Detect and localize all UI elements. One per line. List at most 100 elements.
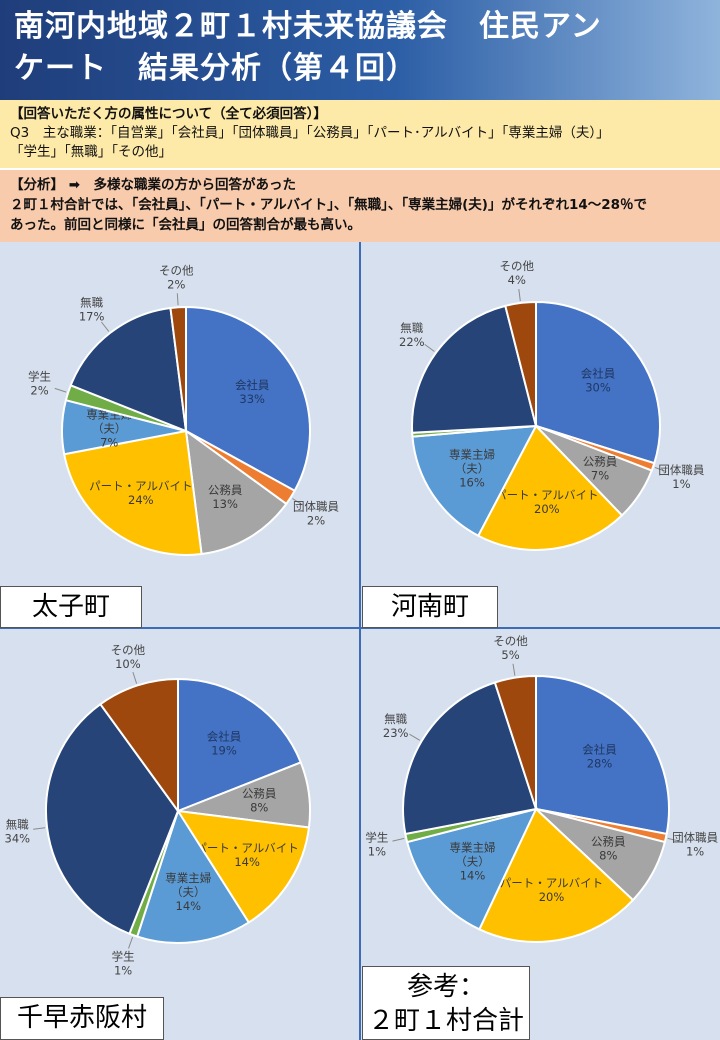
slice-label-0-4-1: （夫） bbox=[92, 422, 127, 436]
question-heading: 【回答いただく方の属性について（全て必須回答）】 bbox=[10, 106, 327, 122]
slice-label-0-7-1: 2% bbox=[167, 277, 185, 291]
pie-charts: 会社員33%団体職員2%公務員13%パート・アルバイト24%専業主婦（夫）7%学… bbox=[5, 259, 719, 977]
slice-label-0-5-0: 学生 bbox=[28, 369, 51, 383]
slice-label-3-7-1: 5% bbox=[501, 648, 519, 662]
analysis-box: 【分析】 ➡ 多様な職業の方から回答があった ２町１村合計では、「会社員」、「パ… bbox=[0, 170, 720, 242]
leader-line-2-5 bbox=[33, 827, 46, 830]
slice-label-1-4-1: （夫） bbox=[455, 462, 490, 476]
analysis-line2: あった。前回と同様に「会社員」の回答割合が最も高い。 bbox=[10, 217, 361, 233]
slice-label-0-7-0: その他 bbox=[159, 263, 194, 277]
pie-slice-3-6 bbox=[402, 681, 538, 836]
pie-slice-2-0 bbox=[177, 677, 303, 813]
slice-label-3-5-0: 学生 bbox=[365, 831, 388, 845]
panel-label-taishi: 太子町 bbox=[0, 586, 142, 628]
slice-label-0-0-0: 会社員 bbox=[235, 378, 270, 392]
slice-label-3-4-1: （夫） bbox=[455, 855, 490, 869]
leader-line-3-6 bbox=[409, 733, 421, 741]
pie-slice-0-6 bbox=[69, 306, 188, 433]
slice-label-2-3-0: 専業主婦 bbox=[165, 871, 211, 885]
panel-label-total-line1: 参考： bbox=[406, 972, 485, 1002]
panel-label-kanan: 河南町 bbox=[362, 586, 498, 628]
slice-label-3-2-1: 8% bbox=[599, 849, 617, 863]
page-title-line1: 南河内地域２町１村未来協議会 住民アン bbox=[14, 9, 602, 44]
slice-label-2-2-0: パート・アルバイト bbox=[195, 841, 298, 855]
leader-line-1-6 bbox=[424, 343, 435, 352]
slice-label-0-3-1: 24% bbox=[128, 493, 154, 507]
slice-label-3-3-0: パート・アルバイト bbox=[500, 876, 603, 890]
slice-label-2-0-1: 19% bbox=[211, 743, 237, 757]
slice-label-2-1-0: 公務員 bbox=[242, 787, 277, 801]
analysis-line1: ２町１村合計では、「会社員」、「パート・アルバイト」、「無職」、「専業主婦(夫)… bbox=[10, 197, 648, 213]
analysis-heading: 【分析】 ➡ 多様な職業の方から回答があった bbox=[10, 177, 297, 193]
slice-label-2-1-1: 8% bbox=[250, 801, 268, 815]
slice-label-2-3-1: （夫） bbox=[171, 885, 206, 899]
slice-label-1-3-1: 20% bbox=[534, 502, 560, 516]
slice-label-2-6-1: 10% bbox=[115, 657, 141, 671]
leader-line-2-4 bbox=[128, 936, 134, 949]
slice-label-2-4-0: 学生 bbox=[112, 949, 135, 963]
slice-label-3-0-0: 会社員 bbox=[582, 742, 617, 756]
leader-line-0-6 bbox=[101, 321, 110, 332]
pie-slice-1-3 bbox=[476, 424, 624, 551]
pie-slice-0-7 bbox=[169, 305, 187, 432]
slice-label-3-7-0: その他 bbox=[493, 634, 528, 648]
slice-label-3-4-0: 専業主婦 bbox=[450, 841, 496, 855]
slice-label-1-2-1: 7% bbox=[591, 469, 609, 483]
slice-label-2-5-1: 34% bbox=[5, 831, 31, 845]
slice-label-0-4-2: 7% bbox=[100, 436, 118, 450]
pie-slice-1-4 bbox=[411, 424, 538, 538]
leader-line-1-7 bbox=[518, 289, 521, 302]
question-line2: 「学生」「無職」「その他」 bbox=[10, 144, 172, 160]
grid-divider-horizontal bbox=[0, 627, 720, 629]
slice-label-1-7-0: その他 bbox=[500, 259, 535, 273]
pie-chart-2: 会社員19%公務員8%パート・アルバイト14%専業主婦（夫）14%学生1%無職3… bbox=[5, 643, 311, 977]
slice-label-1-4-2: 16% bbox=[459, 476, 485, 490]
pie-slice-3-0 bbox=[535, 674, 670, 836]
pie-slice-3-7 bbox=[493, 674, 537, 810]
slice-label-1-6-0: 無職 bbox=[400, 321, 423, 335]
slice-label-3-6-0: 無職 bbox=[384, 712, 407, 726]
slice-label-1-1-1: 1% bbox=[672, 477, 690, 491]
chart-grid: 会社員 33% 団体職員 2% 公務員 13% パート・アルバイト 24% 専業主婦 （夫） 7% 学… bbox=[0, 242, 720, 1040]
slice-label-1-0-1: 30% bbox=[585, 381, 611, 395]
pie-slice-0-3 bbox=[63, 429, 203, 556]
pie-slice-2-5 bbox=[45, 702, 180, 936]
slice-label-2-5-0: 無職 bbox=[6, 817, 29, 831]
slice-label-2-4-1: 1% bbox=[114, 963, 132, 977]
slice-label-2-3-2: 14% bbox=[176, 899, 202, 913]
panel-label-total-line2: ２町１村合計 bbox=[367, 1006, 524, 1036]
leader-line-1-1 bbox=[654, 467, 667, 472]
grid-divider-vertical bbox=[359, 242, 361, 1040]
pie-slice-2-2 bbox=[176, 809, 311, 924]
slice-label-1-3-0: パート・アルバイト bbox=[495, 488, 598, 502]
leader-line-3-7 bbox=[512, 663, 516, 676]
slice-label-1-1-0: 団体職員 bbox=[658, 463, 704, 477]
slice-label-3-4-2: 14% bbox=[460, 869, 486, 883]
pie-slice-0-0 bbox=[185, 305, 311, 493]
panel-label-chihayaakasaka: 千早赤阪村 bbox=[0, 997, 164, 1040]
slice-label-1-4-0: 専業主婦 bbox=[449, 448, 495, 462]
slice-label-0-1-0: 団体職員 bbox=[293, 500, 339, 514]
slice-label-2-0-0: 会社員 bbox=[207, 729, 242, 743]
leader-line-3-1 bbox=[667, 837, 680, 842]
slice-label-1-7-1: 4% bbox=[508, 273, 526, 287]
slice-label-1-0-0: 会社員 bbox=[581, 367, 616, 381]
slice-label-0-2-1: 13% bbox=[212, 497, 238, 511]
slice-label-3-5-1: 1% bbox=[368, 845, 386, 859]
slice-label-1-6-1: 22% bbox=[399, 335, 425, 349]
pie-slice-2-6 bbox=[99, 677, 179, 815]
page-title-line2: ケート 結果分析（第４回） bbox=[14, 51, 417, 86]
slice-label-3-1-0: 団体職員 bbox=[672, 831, 718, 845]
leader-line-0-5 bbox=[54, 387, 67, 393]
question-line1: Q3 主な職業：「自営業」「会社員」「団体職員」「公務員」「パート･アルバイト」… bbox=[10, 125, 610, 141]
pie-chart-0: 会社員33%団体職員2%公務員13%パート・アルバイト24%専業主婦（夫）7%学… bbox=[28, 263, 339, 556]
pie-slice-1-0 bbox=[535, 300, 661, 465]
pie-slice-1-7 bbox=[504, 300, 537, 427]
leader-line-3-5 bbox=[392, 837, 405, 842]
slice-label-2-6-0: その他 bbox=[111, 643, 146, 657]
leader-line-0-1 bbox=[292, 498, 303, 506]
pie-slice-2-3 bbox=[135, 808, 251, 944]
slice-label-0-6-1: 17% bbox=[79, 309, 105, 323]
slice-label-0-0-1: 33% bbox=[239, 392, 265, 406]
